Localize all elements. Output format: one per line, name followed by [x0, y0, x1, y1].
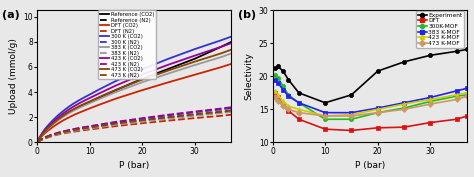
Legend: Experiment, DFT, 300K-MOF, 383 K-MOF, 423 K-MOF, 473 K-MOF: Experiment, DFT, 300K-MOF, 383 K-MOF, 42…: [416, 11, 464, 48]
X-axis label: P (bar): P (bar): [119, 161, 149, 170]
X-axis label: P (bar): P (bar): [355, 161, 385, 170]
Y-axis label: Selectivity: Selectivity: [244, 52, 253, 100]
Text: (b): (b): [237, 10, 256, 21]
Legend: Reference (CO2), Reference (N2), DFT (CO2), DFT (N2), 300 K (CO2), 300 K (N2), 3: Reference (CO2), Reference (N2), DFT (CO…: [98, 10, 156, 79]
Y-axis label: Upload (mmol/g): Upload (mmol/g): [9, 38, 18, 114]
Text: (a): (a): [2, 10, 20, 21]
